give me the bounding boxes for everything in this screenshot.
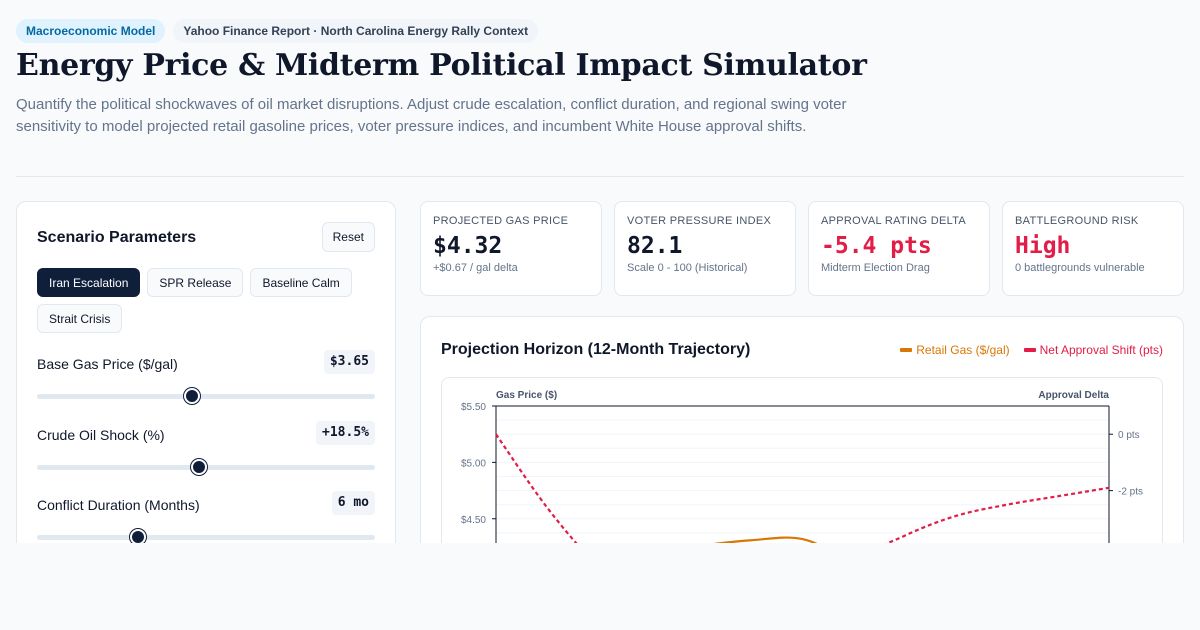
kpi-label: VOTER PRESSURE INDEX bbox=[627, 215, 772, 227]
model-tag: Macroeconomic Model bbox=[16, 19, 166, 43]
panel-title: Scenario Parameters bbox=[37, 229, 197, 246]
legend-item-approval-shift: Net Approval Shift (pts) bbox=[1023, 343, 1163, 357]
kpi-value: $4.32 bbox=[433, 233, 503, 259]
kpi-voter-pressure-index: VOTER PRESSURE INDEX 82.1 Scale 0 - 100 … bbox=[614, 201, 796, 296]
kpi-value: 82.1 bbox=[627, 233, 683, 259]
left-tick-label: $5.50 bbox=[461, 402, 486, 413]
legend-label: Net Approval Shift (pts) bbox=[1039, 343, 1163, 357]
left-axis-title: Gas Price ($) bbox=[496, 390, 557, 401]
projection-chart: Gas Price ($) Approval Delta $5.50 $5.00 $4.… bbox=[461, 390, 1143, 566]
kpi-label: PROJECTED GAS PRICE bbox=[433, 215, 569, 227]
legend-label: Retail Gas ($/gal) bbox=[916, 343, 1010, 357]
kpi-sub: +$0.67 / gal delta bbox=[433, 262, 518, 274]
kpi-sub: Scale 0 - 100 (Historical) bbox=[627, 262, 748, 274]
kpi-value: -5.4 pts bbox=[821, 233, 932, 259]
kpi-sub: 0 battlegrounds vulnerable bbox=[1015, 262, 1145, 274]
legend-swatch bbox=[1023, 348, 1036, 352]
param-label: Conflict Duration (Months) bbox=[37, 497, 200, 513]
viewport-fold bbox=[0, 543, 1200, 630]
retail-gas-series-line bbox=[605, 536, 870, 566]
kpi-label: BATTLEGROUND RISK bbox=[1015, 215, 1139, 227]
param-value: +18.5% bbox=[316, 421, 375, 445]
page-title: Energy Price & Midterm Political Impact … bbox=[16, 48, 867, 83]
conflict-duration-slider[interactable] bbox=[37, 529, 375, 545]
legend-item-retail-gas: Retail Gas ($/gal) bbox=[900, 343, 1010, 357]
param-label: Base Gas Price ($/gal) bbox=[37, 356, 178, 372]
left-tick-label: $4.50 bbox=[461, 515, 486, 526]
chart-title: Projection Horizon (12-Month Trajectory) bbox=[441, 341, 751, 358]
preset-spr-release[interactable]: SPR Release bbox=[147, 268, 244, 297]
preset-iran-escalation[interactable]: Iran Escalation bbox=[37, 268, 141, 297]
chart-legend: Retail Gas ($/gal) Net Approval Shift (p… bbox=[900, 343, 1163, 357]
header-tags: Macroeconomic Model Yahoo Finance Report… bbox=[16, 19, 539, 43]
kpi-label: APPROVAL RATING DELTA bbox=[821, 215, 967, 227]
legend-swatch bbox=[900, 348, 913, 352]
preset-baseline-calm[interactable]: Baseline Calm bbox=[250, 268, 352, 297]
gas-price-slider[interactable] bbox=[37, 388, 375, 404]
slider-thumb[interactable] bbox=[184, 388, 201, 404]
kpi-approval-rating-delta: APPROVAL RATING DELTA -5.4 pts Midterm E… bbox=[808, 201, 990, 296]
right-tick-label: 0 pts bbox=[1118, 430, 1140, 441]
reset-button[interactable]: Reset bbox=[321, 222, 375, 252]
header-divider bbox=[16, 176, 1184, 177]
right-axis-title: Approval Delta bbox=[1038, 390, 1109, 401]
scenario-panel: Scenario Parameters Reset Iran Escalatio… bbox=[16, 201, 396, 561]
crude-shock-slider[interactable] bbox=[37, 459, 375, 475]
param-value: $3.65 bbox=[323, 350, 375, 374]
kpi-sub: Midterm Election Drag bbox=[821, 262, 930, 274]
kpi-value: High bbox=[1015, 233, 1071, 259]
right-tick-label: -2 pts bbox=[1118, 487, 1143, 498]
preset-group: Iran Escalation SPR Release Baseline Cal… bbox=[37, 268, 377, 333]
chart-area: Gas Price ($) Approval Delta $5.50 $5.00 $4.… bbox=[441, 377, 1163, 567]
left-tick-label: $5.00 bbox=[461, 458, 486, 469]
page-description: Quantify the political shockwaves of oil… bbox=[16, 96, 847, 135]
kpi-projected-gas-price: PROJECTED GAS PRICE $4.32 +$0.67 / gal d… bbox=[420, 201, 602, 296]
projection-chart-card: Projection Horizon (12-Month Trajectory)… bbox=[420, 316, 1184, 576]
kpi-battleground-risk: BATTLEGROUND RISK High 0 battlegrounds v… bbox=[1002, 201, 1184, 296]
slider-thumb[interactable] bbox=[191, 459, 208, 475]
param-value: 6 mo bbox=[331, 491, 375, 515]
param-label: Crude Oil Shock (%) bbox=[37, 427, 165, 443]
context-tag: Yahoo Finance Report · North Carolina En… bbox=[173, 19, 539, 43]
preset-strait-crisis[interactable]: Strait Crisis bbox=[37, 304, 123, 333]
